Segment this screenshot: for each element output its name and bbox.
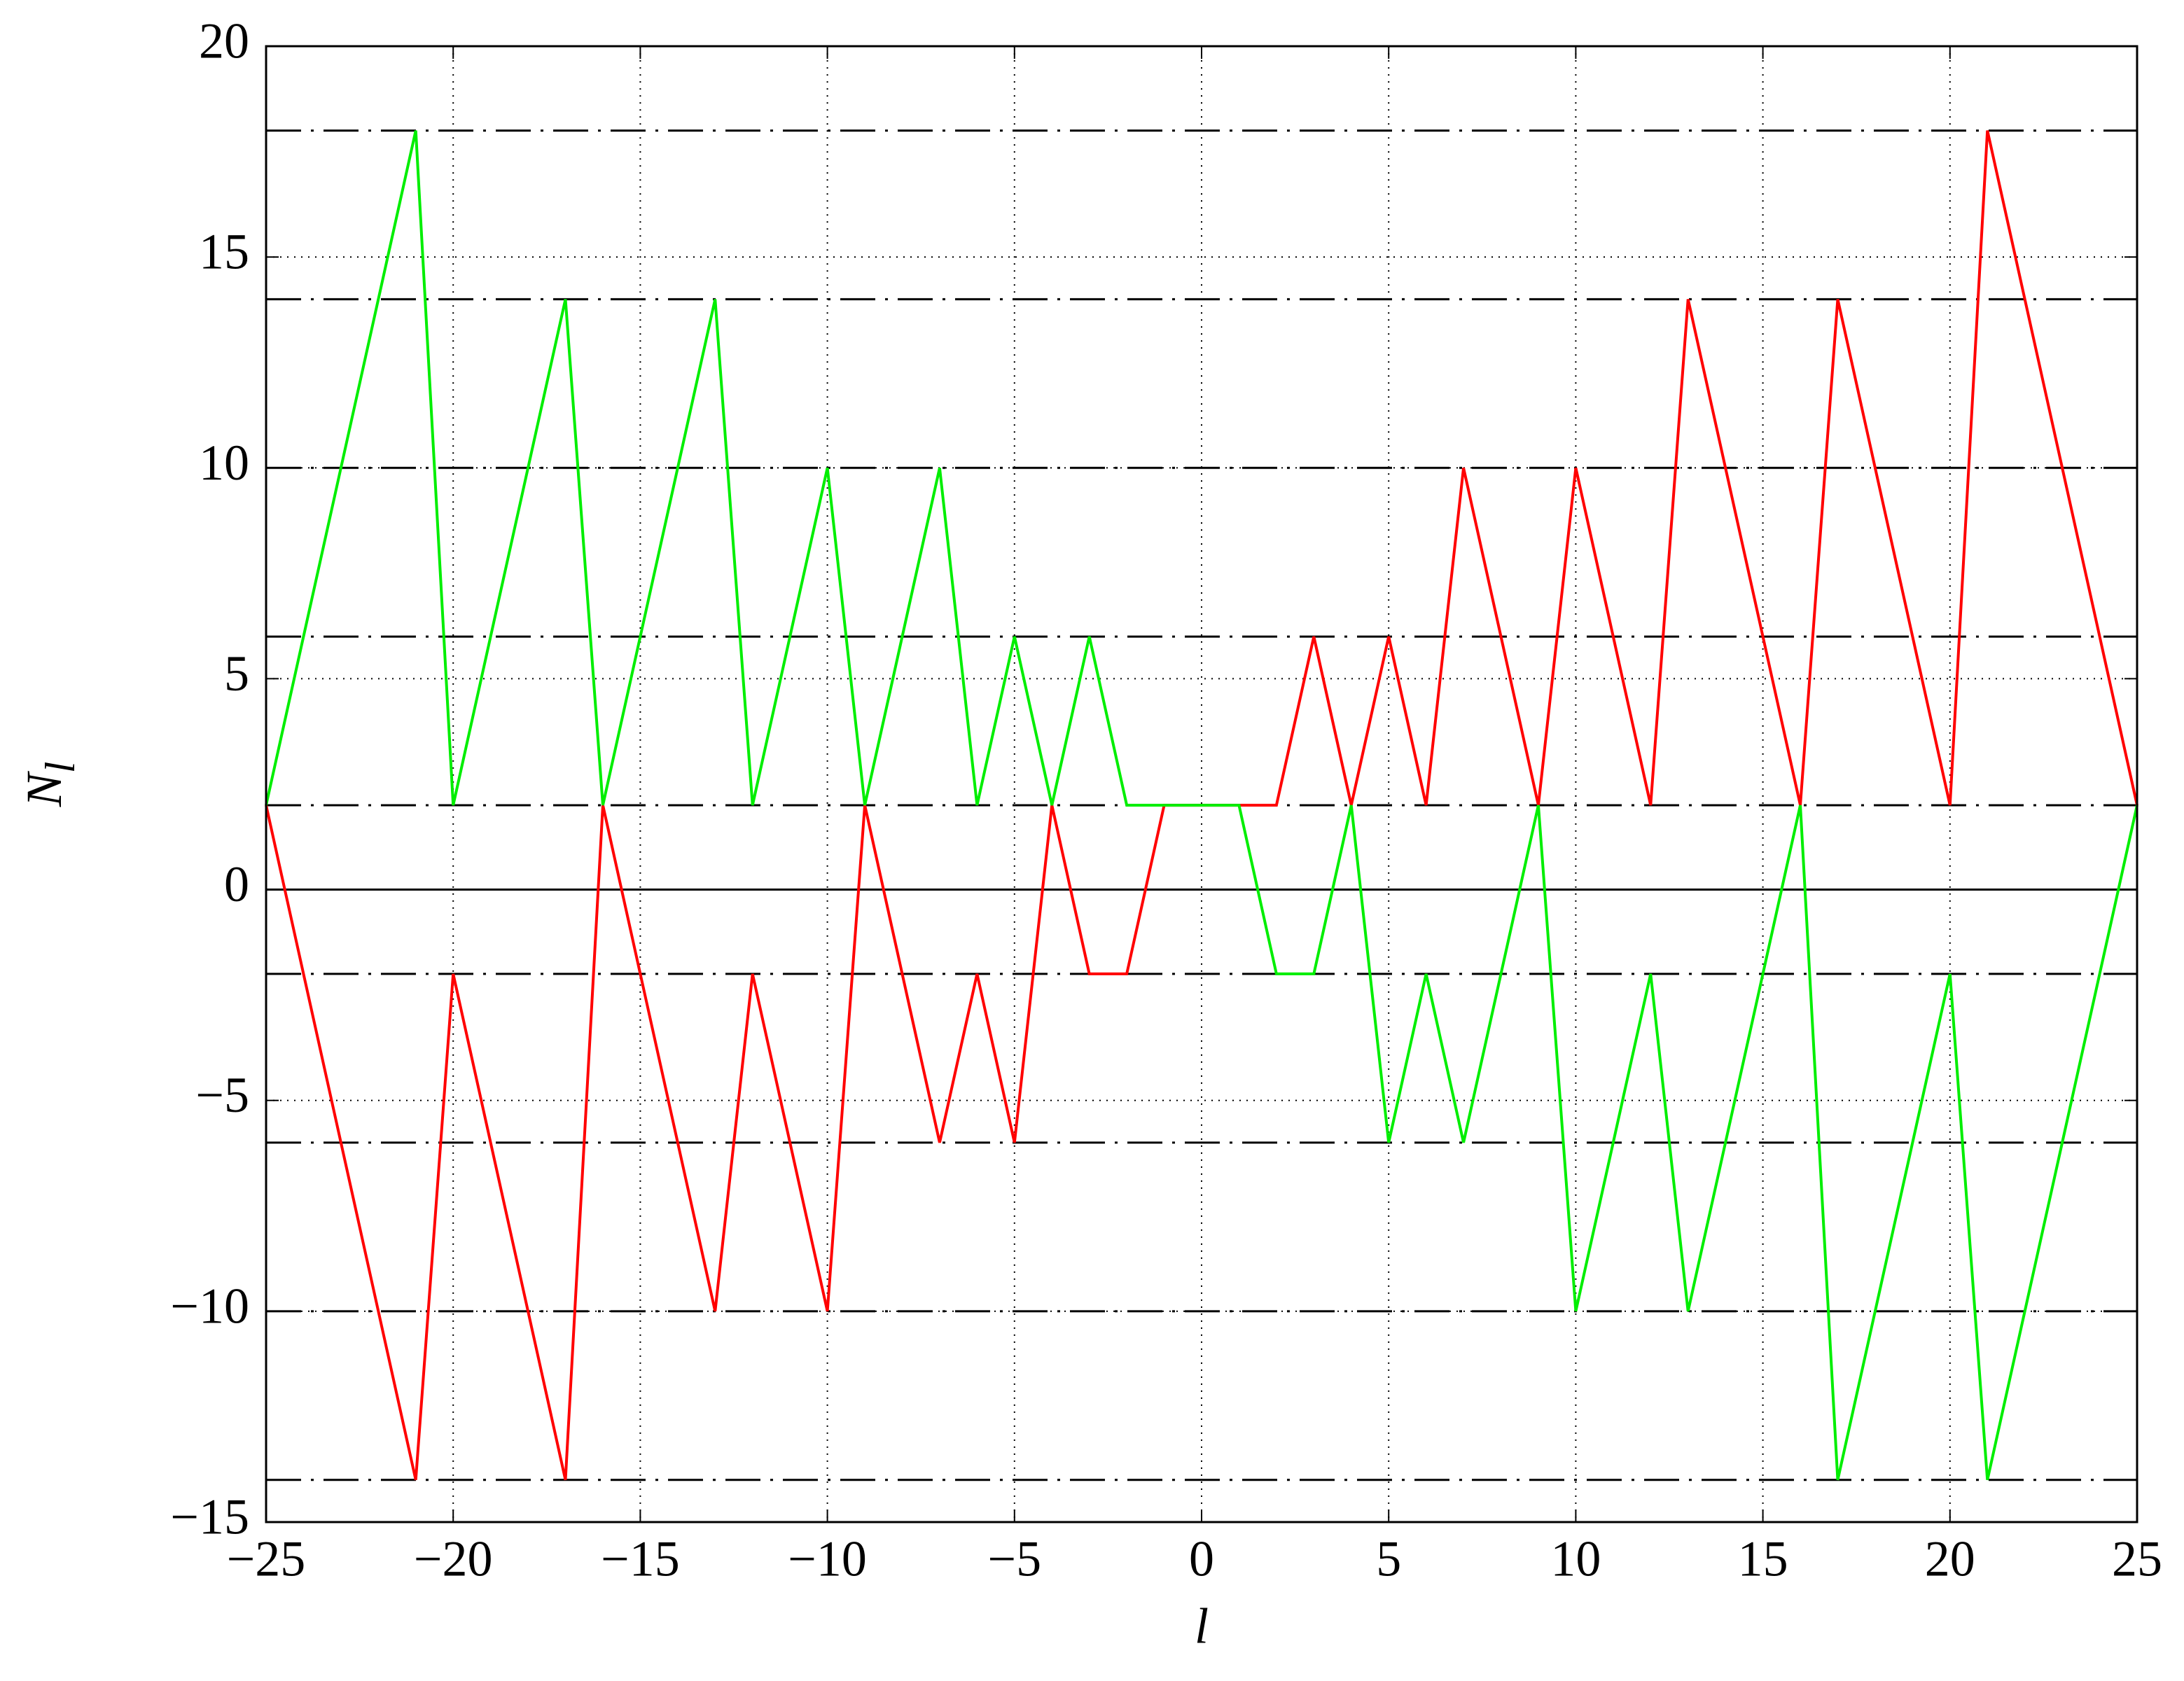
y-tick-label: 15 bbox=[199, 224, 249, 280]
y-tick-label: −10 bbox=[170, 1278, 249, 1334]
y-axis-label-sub: l bbox=[37, 762, 83, 774]
x-tick-label: −25 bbox=[227, 1531, 306, 1587]
y-tick-label: 10 bbox=[199, 435, 249, 491]
plot-frame bbox=[265, 45, 2138, 1523]
y-tick-label: 5 bbox=[224, 646, 249, 702]
y-axis-label: Nl bbox=[16, 762, 83, 808]
y-axis-label-main: N bbox=[16, 770, 72, 807]
y-tick-label: −5 bbox=[195, 1067, 249, 1123]
x-tick-label: −15 bbox=[601, 1531, 680, 1587]
data-line bbox=[265, 130, 2138, 1481]
x-tick-label: 0 bbox=[1189, 1531, 1214, 1587]
x-tick-label: 25 bbox=[2112, 1531, 2162, 1587]
x-tick-label: 5 bbox=[1376, 1531, 1401, 1587]
y-tick-label: −15 bbox=[170, 1489, 249, 1545]
x-tick-label: 15 bbox=[1738, 1531, 1788, 1587]
x-axis-label: l bbox=[1195, 1598, 1209, 1654]
x-tick-label: −5 bbox=[987, 1531, 1041, 1587]
y-tick-label: 20 bbox=[199, 13, 249, 69]
y-axis-label-group: Nl bbox=[16, 762, 83, 808]
x-tick-label: 20 bbox=[1925, 1531, 1975, 1587]
x-tick-label: −20 bbox=[414, 1531, 493, 1587]
y-tick-label: 0 bbox=[224, 856, 249, 912]
x-tick-label: −10 bbox=[788, 1531, 867, 1587]
x-tick-label: 10 bbox=[1550, 1531, 1601, 1587]
